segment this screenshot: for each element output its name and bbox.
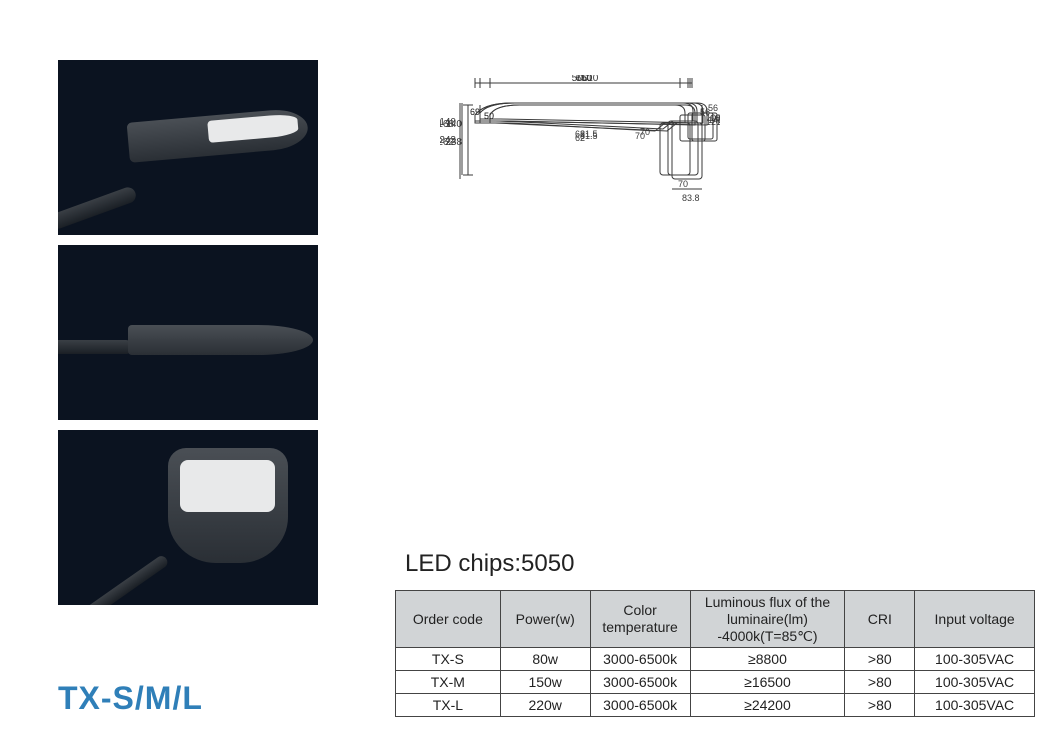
dim-mid: 81.5 <box>580 129 598 139</box>
table-header-row: Order code Power(w) Color temperature Lu… <box>396 591 1035 648</box>
cell: ≥16500 <box>690 671 845 694</box>
cell: ≥8800 <box>690 648 845 671</box>
cell: ≥24200 <box>690 694 845 717</box>
cell: 150w <box>500 671 590 694</box>
dim-total-h: 168 <box>440 119 454 130</box>
product-image-side-angled <box>58 60 318 235</box>
cell: 80w <box>500 648 590 671</box>
cell: TX-L <box>396 694 501 717</box>
cell: TX-M <box>396 671 501 694</box>
dimension-diagrams: 500 238 50 62 108 <box>440 75 1020 475</box>
cell: 3000-6500k <box>590 694 690 717</box>
cell: >80 <box>845 648 915 671</box>
led-chips-label: LED chips:5050 <box>405 550 574 578</box>
product-image-side-flat <box>58 245 318 420</box>
cell: TX-S <box>396 648 501 671</box>
cell: 100-305VAC <box>915 671 1035 694</box>
model-label: TX-S/M/L <box>58 680 203 717</box>
col-power: Power(w) <box>500 591 590 648</box>
dim-inner-h: 69 <box>470 107 480 117</box>
product-image-column <box>58 60 318 615</box>
cell: 220w <box>500 694 590 717</box>
cell: >80 <box>845 671 915 694</box>
diagram-row3-right: 168 69 81.5 144 <box>440 75 720 195</box>
table-row: TX-L 220w 3000-6500k ≥24200 >80 100-305V… <box>396 694 1035 717</box>
spec-table: Order code Power(w) Color temperature Lu… <box>395 590 1035 717</box>
cell: >80 <box>845 694 915 717</box>
table-row: TX-S 80w 3000-6500k ≥8800 >80 100-305VAC <box>396 648 1035 671</box>
col-color-temp: Color temperature <box>590 591 690 648</box>
table-row: TX-M 150w 3000-6500k ≥16500 >80 100-305V… <box>396 671 1035 694</box>
col-cri: CRI <box>845 591 915 648</box>
cell: 3000-6500k <box>590 671 690 694</box>
dim-right-h: 144 <box>718 115 720 125</box>
cell: 100-305VAC <box>915 694 1035 717</box>
col-luminous-flux: Luminous flux of the luminaire(lm) -4000… <box>690 591 845 648</box>
product-image-top <box>58 430 318 605</box>
cell: 100-305VAC <box>915 648 1035 671</box>
col-input-voltage: Input voltage <box>915 591 1035 648</box>
cell: 3000-6500k <box>590 648 690 671</box>
col-order-code: Order code <box>396 591 501 648</box>
